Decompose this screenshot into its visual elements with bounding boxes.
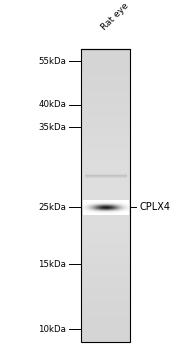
Text: 15kDa: 15kDa: [38, 260, 66, 269]
Text: 35kDa: 35kDa: [38, 123, 66, 132]
Text: CPLX4: CPLX4: [139, 202, 170, 212]
Text: 10kDa: 10kDa: [38, 324, 66, 334]
Text: 25kDa: 25kDa: [38, 203, 66, 212]
Bar: [82, 49, 130, 342]
Text: 40kDa: 40kDa: [38, 100, 66, 109]
Text: Rat eye: Rat eye: [100, 1, 130, 31]
Text: 55kDa: 55kDa: [38, 57, 66, 66]
